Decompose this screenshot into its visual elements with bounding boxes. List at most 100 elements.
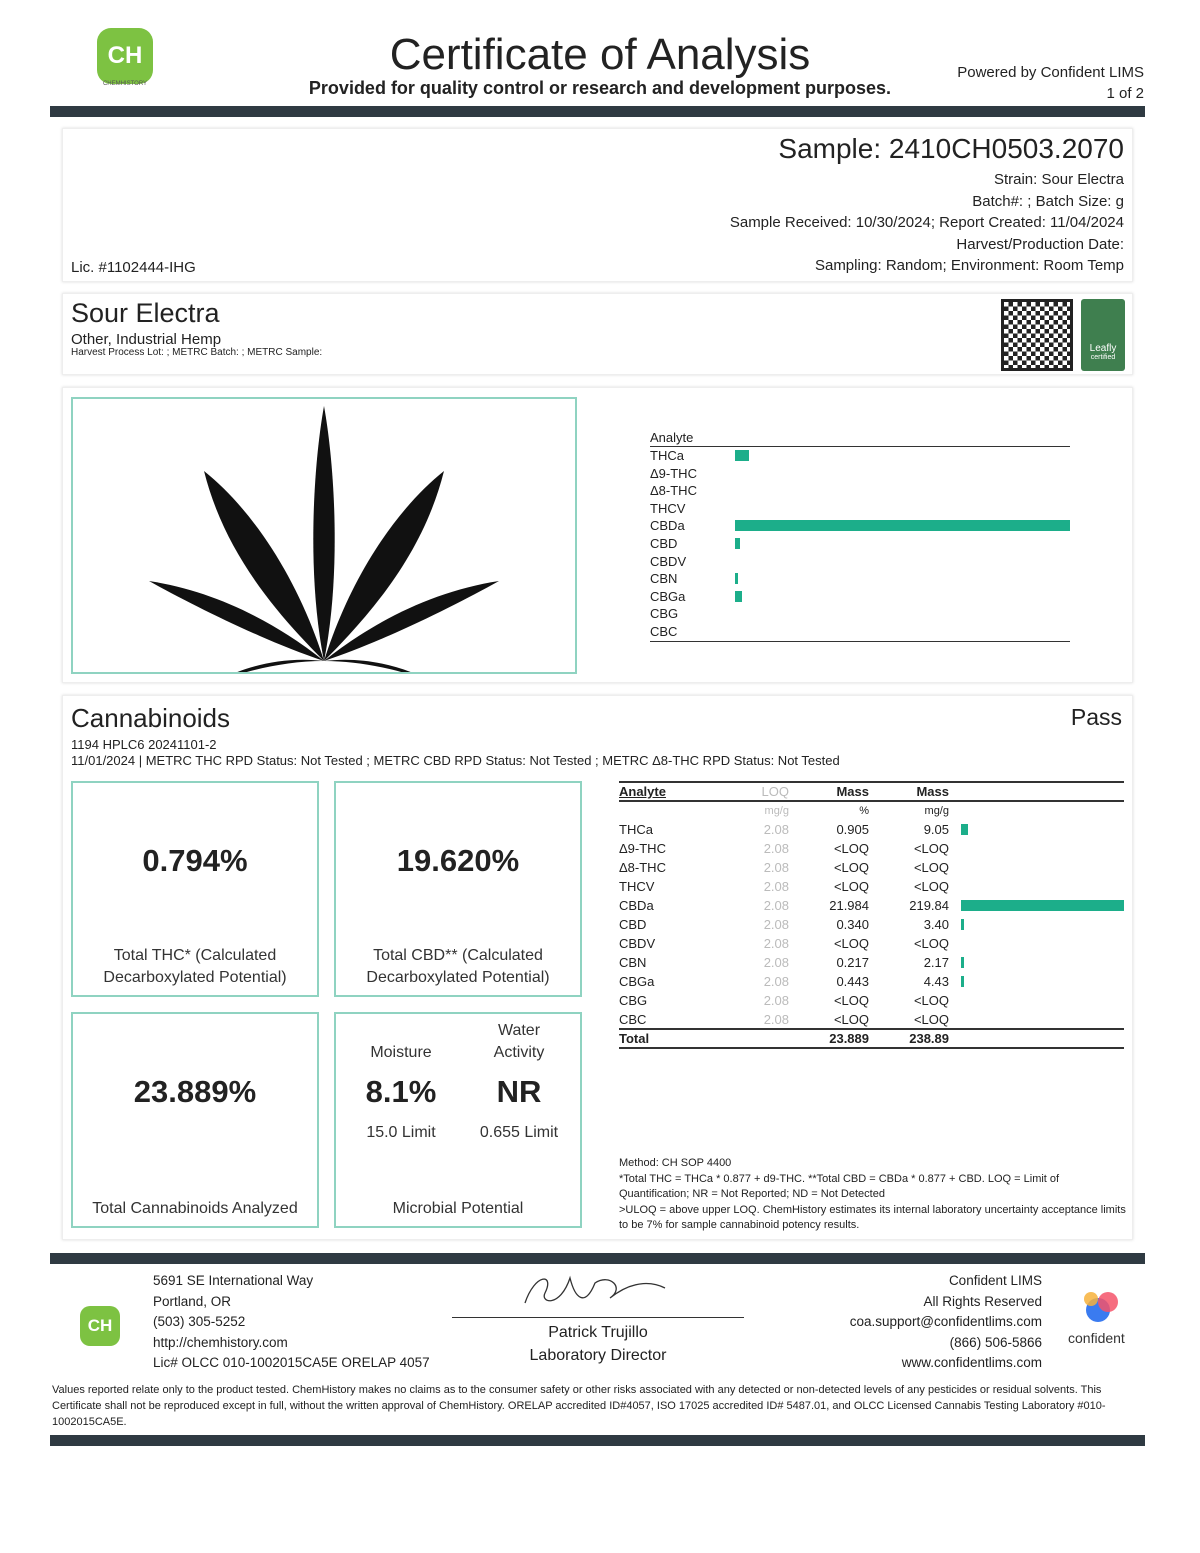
analyte-cell: THCa — [619, 822, 653, 837]
unit-mgg: mg/g — [924, 805, 949, 817]
overview-row-label: THCa — [650, 448, 684, 463]
overview-row: CBD — [650, 535, 1070, 553]
overview-row: Δ8-THC — [650, 482, 1070, 500]
bar-cell — [949, 1010, 1124, 1029]
mass-pct-cell: 0.217 — [836, 955, 869, 970]
water-activity-limit: 0.655 Limit — [479, 1124, 559, 1141]
unit-loq: mg/g — [764, 805, 789, 817]
table-row: CBDV 2.08 <LOQ <LOQ — [619, 934, 1124, 953]
disclaimer: Values reported relate only to the produ… — [52, 1384, 1106, 1428]
potency-table: Analyte LOQ Mass Mass mg/g % mg/g THCa 2.… — [619, 781, 1124, 1049]
moisture-limit: 15.0 Limit — [366, 1124, 436, 1141]
address-street: 5691 SE International Way — [153, 1273, 314, 1288]
sample-details: Strain: Sour Electra Batch#: ; Batch Siz… — [730, 169, 1124, 277]
overview-row: CBDa — [650, 517, 1070, 535]
loq-cell: 2.08 — [763, 860, 789, 875]
mass-pct-cell: <LOQ — [833, 841, 869, 856]
page-number: 1 of 2 — [1106, 85, 1144, 102]
total-cbd-value: 19.620% — [396, 843, 520, 878]
mass-mgg-cell: <LOQ — [913, 841, 949, 856]
potency-table-body: THCa 2.08 0.905 9.05 Δ9-THC 2.08 <LOQ <LOQ Δ8-TH… — [619, 820, 1124, 1029]
product-panel: Sour Electra Other, Industrial Hemp Harv… — [62, 293, 1133, 375]
footer-chemhistory-logo: CH — [80, 1306, 120, 1346]
signature-line — [452, 1317, 744, 1318]
mass-mgg-cell: 2.17 — [923, 955, 949, 970]
potency-bar — [961, 919, 964, 930]
signer-name: Patrick Trujillo — [548, 1324, 648, 1341]
mass-mgg-cell: 3.40 — [923, 917, 949, 932]
pass-status: Pass — [1070, 704, 1122, 730]
overview-row-label: CBC — [650, 623, 678, 639]
overview-row-label: CBDV — [650, 553, 687, 569]
overview-bar — [735, 450, 749, 461]
total-thc-box: 0.794% Total THC* (Calculated Decarboxyl… — [71, 781, 319, 997]
mass-mgg-cell: 4.43 — [923, 974, 949, 989]
overview-bar — [735, 590, 742, 602]
col-loq: LOQ — [761, 784, 789, 799]
bar-cell — [949, 934, 1124, 953]
lab-phone: (503) 305-5252 — [153, 1314, 246, 1329]
bar-cell — [949, 877, 1124, 896]
loq-cell: 2.08 — [763, 841, 789, 856]
loq-cell: 2.08 — [763, 936, 789, 951]
col-mass-mgg: Mass — [916, 784, 949, 799]
signature-image — [524, 1275, 666, 1304]
qr-code-icon — [1001, 299, 1073, 371]
mass-mgg-cell: <LOQ — [913, 936, 949, 951]
mass-pct-cell: <LOQ — [833, 860, 869, 875]
overview-row-label: CBN — [650, 571, 678, 587]
potency-bar — [961, 824, 968, 835]
microbial-box: Moisture Water Activity 8.1% NR 15.0 Lim… — [334, 1012, 582, 1228]
confident-name: Confident LIMS — [948, 1273, 1042, 1288]
dates: Sample Received: 10/30/2024; Report Crea… — [729, 214, 1124, 231]
bar-cell — [949, 858, 1124, 877]
loq-cell: 2.08 — [763, 879, 789, 894]
confident-website[interactable]: www.confidentlims.com — [901, 1355, 1042, 1370]
bar-cell — [949, 839, 1124, 858]
support-email[interactable]: coa.support@confidentlims.com — [849, 1314, 1042, 1329]
table-row: THCa 2.08 0.905 9.05 — [619, 820, 1124, 839]
total-cbd-box: 19.620% Total CBD** (Calculated Decarbox… — [334, 781, 582, 997]
moisture-value: 8.1% — [365, 1074, 437, 1109]
potency-table-wrap: Analyte LOQ Mass Mass mg/g % mg/g THCa 2.… — [619, 781, 1124, 1049]
mass-mgg-cell: 9.05 — [923, 822, 949, 837]
overview-row-label: THCV — [650, 500, 686, 516]
overview-row: CBDV — [650, 553, 1070, 571]
method-line: 1194 HPLC6 20241101-2 — [71, 737, 217, 752]
metrc-info: Harvest Process Lot: ; METRC Batch: ; ME… — [71, 347, 323, 358]
lab-website[interactable]: http://chemhistory.com — [153, 1334, 288, 1350]
product-name: Sour Electra — [71, 298, 220, 328]
overview-row: THCV — [650, 500, 1070, 518]
overview-panel: Analyte THCa Δ9-THC Δ8-THC THCV CBDa CBD CBDV C… — [62, 387, 1133, 683]
analyte-cell: CBGa — [619, 974, 655, 989]
unit-pct: % — [859, 805, 869, 817]
mass-pct-cell: <LOQ — [833, 936, 869, 951]
table-row: Δ8-THC 2.08 <LOQ <LOQ — [619, 858, 1124, 877]
overview-row: Δ9-THC — [650, 465, 1070, 483]
overview-bar — [735, 573, 739, 585]
loq-cell: 2.08 — [763, 917, 789, 932]
overview-row: CBGa — [650, 588, 1070, 606]
mass-mgg-cell: <LOQ — [913, 879, 949, 894]
mass-pct-cell: <LOQ — [833, 879, 869, 894]
license: Lic. #1102444-IHG — [71, 259, 196, 276]
mass-pct-cell: 0.443 — [836, 974, 869, 989]
lab-license: Lic# OLCC 010-1002015CA5E ORELAP 4057 — [153, 1355, 430, 1370]
confident-logo-icon — [1082, 1290, 1122, 1322]
analyte-cell: Δ8-THC — [619, 860, 666, 875]
footer-divider — [50, 1253, 1145, 1264]
table-row: THCV 2.08 <LOQ <LOQ — [619, 877, 1124, 896]
unit-blank — [619, 801, 749, 820]
mass-mgg-cell: <LOQ — [913, 860, 949, 875]
loq-cell: 2.08 — [763, 974, 789, 989]
bar-cell — [949, 972, 1124, 991]
col-bar — [949, 782, 1124, 801]
table-row: CBC 2.08 <LOQ <LOQ — [619, 1010, 1124, 1029]
mass-pct-cell: 0.340 — [836, 917, 869, 932]
strain: Strain: Sour Electra — [993, 171, 1124, 188]
mass-mgg-cell: <LOQ — [913, 1011, 949, 1027]
total-cannabinoids-value: 23.889% — [133, 1074, 257, 1109]
potency-bar — [961, 957, 964, 968]
total-pct: 23.889 — [829, 1031, 869, 1046]
table-row: CBGa 2.08 0.443 4.43 — [619, 972, 1124, 991]
